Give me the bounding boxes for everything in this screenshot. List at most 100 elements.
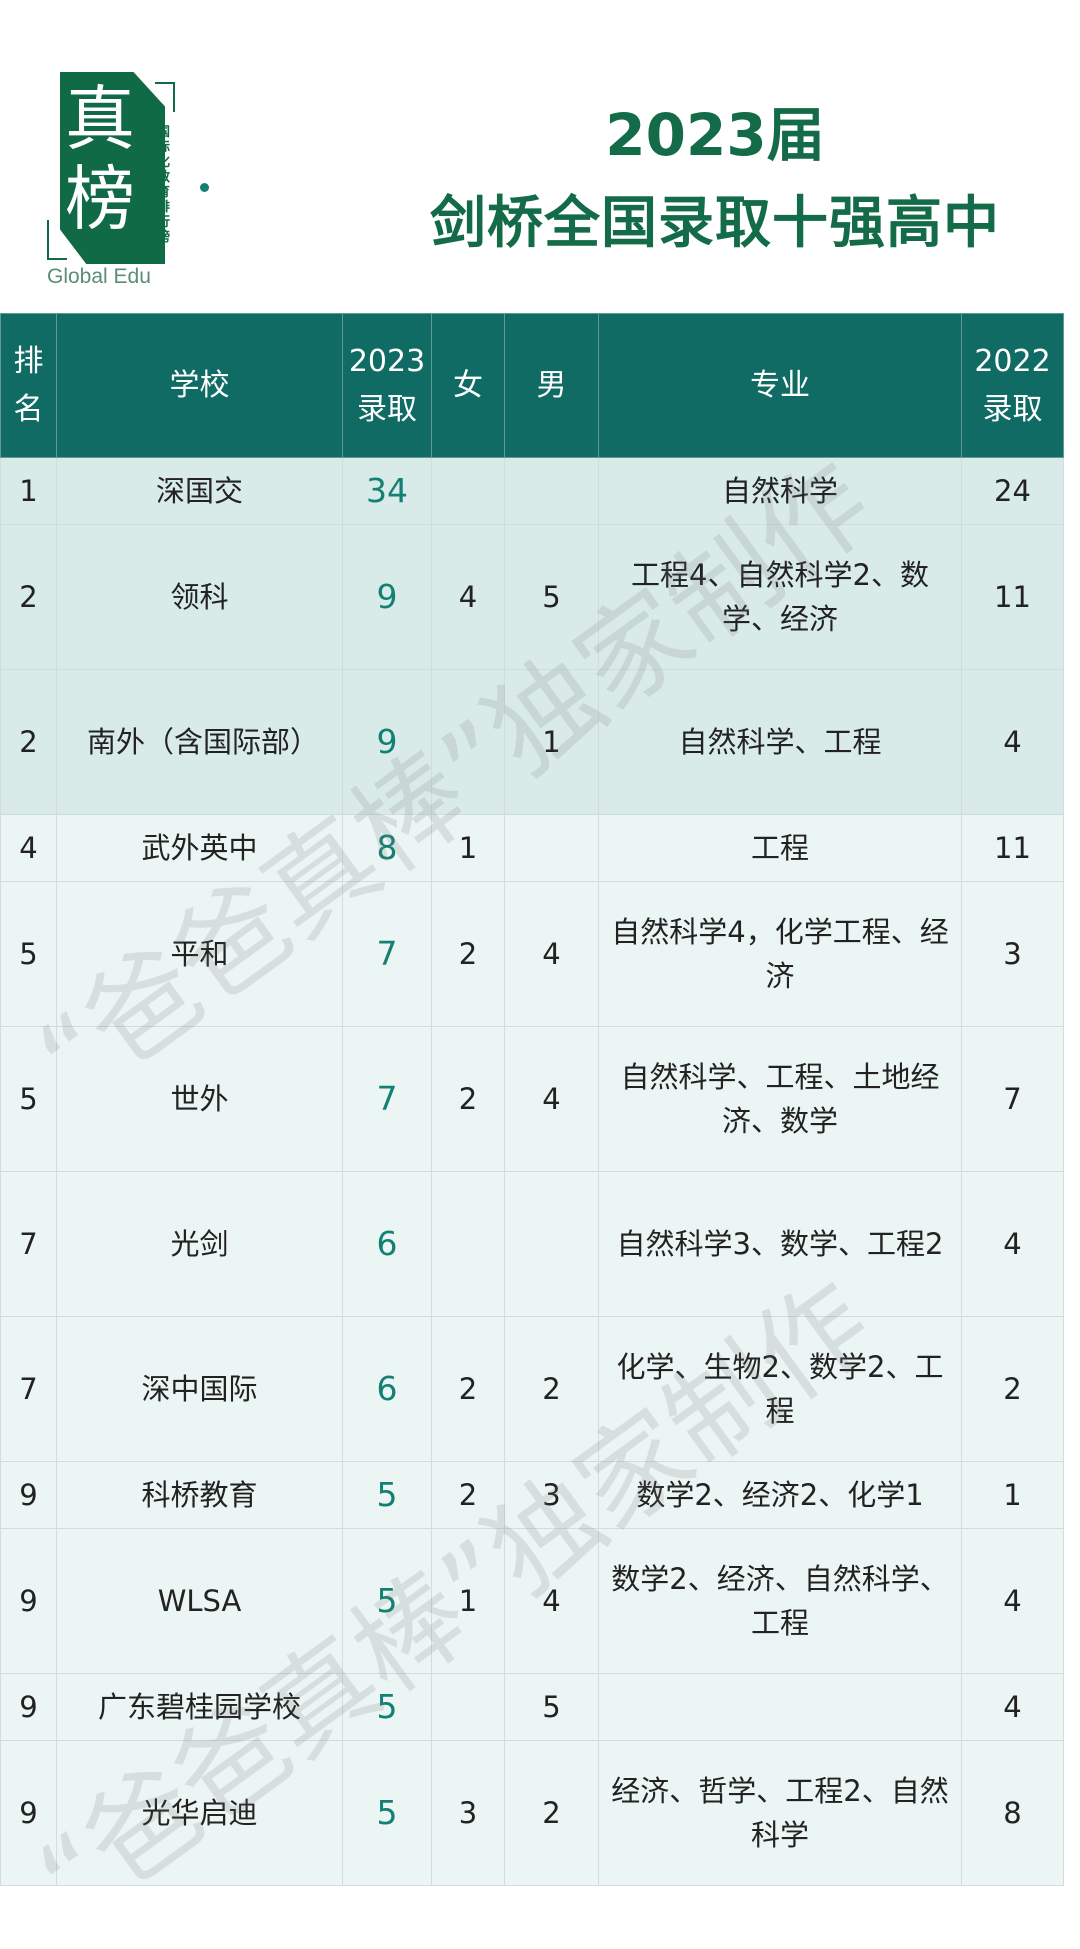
rank-cell: 7 [0, 1171, 57, 1317]
admit-2023-cell: 6 [342, 1316, 432, 1462]
school-cell: 深国交 [56, 457, 343, 525]
male-cell [504, 1171, 599, 1317]
header-major: 专业 [598, 313, 962, 458]
male-cell: 4 [504, 881, 599, 1027]
major-cell: 自然科学、工程 [598, 669, 962, 815]
major-cell: 自然科学4，化学工程、经济 [598, 881, 962, 1027]
admit-2023-cell: 5 [342, 1461, 432, 1529]
major-cell: 自然科学、工程、土地经济、数学 [598, 1026, 962, 1172]
school-cell: WLSA [56, 1528, 343, 1674]
rank-cell: 9 [0, 1461, 57, 1529]
table-row: 7 光剑 6 自然科学3、数学、工程2 4 [0, 1171, 1064, 1317]
page-title-line1: 2023届 [605, 101, 825, 169]
admit-2023-cell: 6 [342, 1171, 432, 1317]
table-row: 2 领科 9 4 5 工程4、自然科学2、数学、经济 11 [0, 524, 1064, 670]
major-cell: 自然科学 [598, 457, 962, 525]
table-row: 5 平和 7 2 4 自然科学4，化学工程、经济 3 [0, 881, 1064, 1027]
rank-cell: 9 [0, 1528, 57, 1674]
table-row: 7 深中国际 6 2 2 化学、生物2、数学2、工程 2 [0, 1316, 1064, 1462]
admit-2023-cell: 7 [342, 881, 432, 1027]
admit-2022-cell: 4 [961, 1528, 1064, 1674]
table-row: 2 南外（含国际部） 9 1 自然科学、工程 4 [0, 669, 1064, 815]
school-cell: 领科 [56, 524, 343, 670]
header-2022: 2022录取 [961, 313, 1064, 458]
admit-2023-cell: 9 [342, 669, 432, 815]
school-cell: 平和 [56, 881, 343, 1027]
school-cell: 光剑 [56, 1171, 343, 1317]
admit-2022-cell: 3 [961, 881, 1064, 1027]
male-cell: 5 [504, 1673, 599, 1741]
rank-cell: 1 [0, 457, 57, 525]
major-cell: 自然科学3、数学、工程2 [598, 1171, 962, 1317]
major-cell: 经济、哲学、工程2、自然科学 [598, 1740, 962, 1886]
table-row: 9 广东碧桂园学校 5 5 4 [0, 1673, 1064, 1741]
page-title-line2: 剑桥全国录取十强高中 [430, 191, 1000, 256]
female-cell: 1 [431, 814, 505, 882]
logo-frame [155, 82, 175, 112]
ranking-table: 排名 学校 2023录取 女 男 专业 2022录取 1 深国交 34 自然科学 24 2… [0, 313, 1064, 1886]
male-cell: 3 [504, 1461, 599, 1529]
school-cell: 深中国际 [56, 1316, 343, 1462]
female-cell [431, 1171, 505, 1317]
male-cell: 4 [504, 1528, 599, 1674]
female-cell: 3 [431, 1740, 505, 1886]
table-row: 9 光华启迪 5 3 2 经济、哲学、工程2、自然科学 8 [0, 1740, 1064, 1886]
male-cell [504, 814, 599, 882]
rank-cell: 2 [0, 669, 57, 815]
header-male: 男 [504, 313, 599, 458]
logo-dot [200, 183, 209, 192]
male-cell: 5 [504, 524, 599, 670]
header-rank: 排名 [0, 313, 57, 458]
admit-2022-cell: 4 [961, 669, 1064, 815]
logo: 真 榜 国际化教育排行榜 Global Edu [45, 70, 215, 295]
admit-2022-cell: 24 [961, 457, 1064, 525]
male-cell: 2 [504, 1740, 599, 1886]
admit-2022-cell: 11 [961, 524, 1064, 670]
admit-2023-cell: 34 [342, 457, 432, 525]
logo-char: 真 [65, 78, 135, 160]
table-row: 9 WLSA 5 1 4 数学2、经济、自然科学、工程 4 [0, 1528, 1064, 1674]
logo-subtitle: 国际化教育排行榜 [157, 125, 171, 245]
table-row: 4 武外英中 8 1 工程 11 [0, 814, 1064, 882]
rank-cell: 7 [0, 1316, 57, 1462]
logo-english: Global Edu [47, 265, 151, 288]
female-cell: 1 [431, 1528, 505, 1674]
male-cell: 4 [504, 1026, 599, 1172]
major-cell [598, 1673, 962, 1741]
school-cell: 光华启迪 [56, 1740, 343, 1886]
school-cell: 科桥教育 [56, 1461, 343, 1529]
school-cell: 广东碧桂园学校 [56, 1673, 343, 1741]
rank-cell: 4 [0, 814, 57, 882]
rank-cell: 5 [0, 881, 57, 1027]
table-row: 9 科桥教育 5 2 3 数学2、经济2、化学1 1 [0, 1461, 1064, 1529]
major-cell: 工程4、自然科学2、数学、经济 [598, 524, 962, 670]
admit-2023-cell: 7 [342, 1026, 432, 1172]
male-cell: 2 [504, 1316, 599, 1462]
male-cell: 1 [504, 669, 599, 815]
female-cell: 2 [431, 1026, 505, 1172]
female-cell: 2 [431, 1461, 505, 1529]
admit-2023-cell: 5 [342, 1528, 432, 1674]
school-cell: 南外（含国际部） [56, 669, 343, 815]
major-cell: 工程 [598, 814, 962, 882]
header-2023: 2023录取 [342, 313, 432, 458]
rank-cell: 9 [0, 1673, 57, 1741]
major-cell: 数学2、经济2、化学1 [598, 1461, 962, 1529]
female-cell: 2 [431, 881, 505, 1027]
rank-cell: 2 [0, 524, 57, 670]
school-cell: 武外英中 [56, 814, 343, 882]
table-row: 5 世外 7 2 4 自然科学、工程、土地经济、数学 7 [0, 1026, 1064, 1172]
header-female: 女 [431, 313, 505, 458]
rank-cell: 5 [0, 1026, 57, 1172]
admit-2023-cell: 5 [342, 1740, 432, 1886]
logo-mark [60, 72, 165, 264]
admit-2023-cell: 5 [342, 1673, 432, 1741]
admit-2022-cell: 2 [961, 1316, 1064, 1462]
rank-cell: 9 [0, 1740, 57, 1886]
table-header: 排名 学校 2023录取 女 男 专业 2022录取 [0, 313, 1064, 458]
logo-char: 榜 [65, 158, 135, 240]
admit-2023-cell: 9 [342, 524, 432, 670]
logo-frame [47, 220, 67, 260]
header-school: 学校 [56, 313, 343, 458]
table-row: 1 深国交 34 自然科学 24 [0, 457, 1064, 525]
